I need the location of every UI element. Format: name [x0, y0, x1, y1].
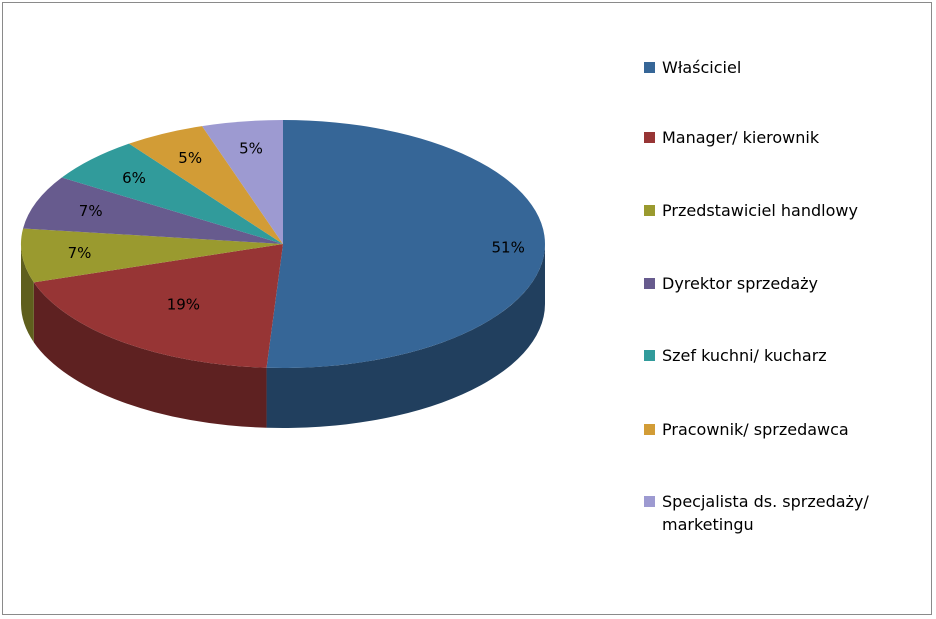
pie-slice-side	[21, 244, 34, 343]
pie-data-label: 19%	[167, 296, 200, 314]
pie-data-label: 51%	[492, 238, 525, 256]
legend-label: Przedstawiciel handlowy	[662, 201, 858, 220]
legend-swatch	[644, 496, 655, 507]
pie-slice-side	[266, 244, 545, 428]
legend-label: Manager/ kierownik	[662, 128, 820, 147]
pie-slice	[266, 120, 546, 368]
pie-slice	[129, 126, 283, 244]
legend-swatch	[644, 424, 655, 435]
pie-slices	[20, 120, 546, 368]
legend-label: Specjalista ds. sprzedaży/ marketingu	[662, 492, 869, 534]
legend-label: Dyrektor sprzedaży	[662, 274, 818, 293]
pie-data-label: 5%	[239, 140, 263, 158]
pie-data-label: 5%	[178, 149, 202, 167]
pie-slice	[23, 177, 283, 244]
pie-data-label: 6%	[122, 169, 146, 187]
pie-sides	[21, 244, 545, 428]
legend-label: Szef kuchni/ kucharz	[662, 346, 827, 365]
legend-swatch	[644, 205, 655, 216]
legend-swatch	[644, 278, 655, 289]
pie-slice-side	[33, 282, 267, 428]
legend-swatch	[644, 350, 655, 361]
pie-labels: 51% 19% 7% 7% 6% 5% 5%	[68, 140, 525, 314]
pie-data-label: 7%	[79, 202, 103, 220]
pie-data-label: 7%	[68, 244, 92, 262]
legend-swatch	[644, 62, 655, 73]
legend-label: Właściciel	[662, 58, 742, 77]
pie-slice	[20, 228, 283, 283]
legend-label: Pracownik/ sprzedawca	[662, 420, 849, 439]
pie-slice	[202, 120, 283, 244]
legend-swatch	[644, 132, 655, 143]
pie-slice	[61, 143, 283, 244]
pie-slice	[33, 244, 283, 368]
